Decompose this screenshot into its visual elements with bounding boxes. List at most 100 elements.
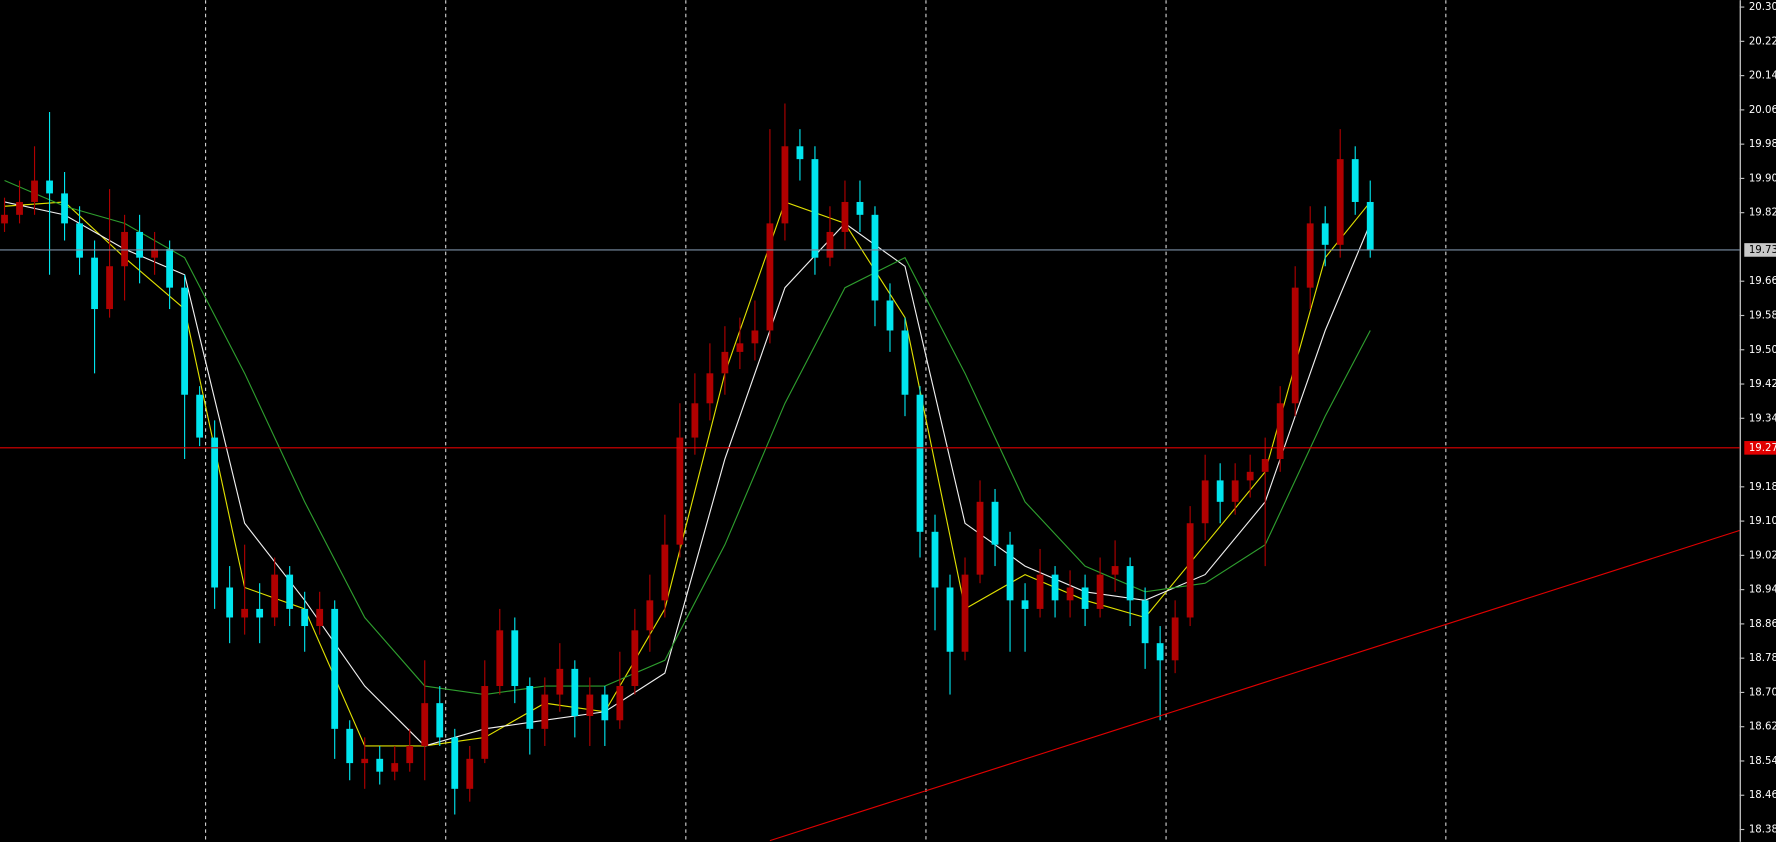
- candle-body: [391, 763, 399, 772]
- candle-body: [226, 587, 234, 618]
- candle-body: [751, 330, 759, 344]
- candle-body: [1006, 544, 1014, 601]
- candle-body: [661, 544, 669, 601]
- candle-body: [181, 287, 189, 395]
- candle-body: [346, 728, 354, 764]
- candle-body: [1306, 223, 1314, 288]
- period-separators: [205, 0, 1447, 842]
- y-tick-label: 19.025: [1749, 550, 1776, 561]
- candle-body: [16, 201, 23, 215]
- y-tick-label: 20.145: [1749, 71, 1776, 82]
- candle-body: [601, 694, 609, 721]
- candle-body: [526, 686, 534, 729]
- candle-body: [556, 668, 564, 695]
- candle-body: [1051, 574, 1059, 601]
- candle-body: [841, 201, 849, 232]
- candle-body: [826, 231, 834, 258]
- candle-body: [511, 630, 519, 687]
- candle-body: [1321, 223, 1329, 245]
- candle-body: [1366, 201, 1374, 250]
- candle-body: [361, 758, 369, 764]
- candle-body: [151, 249, 159, 258]
- trendline: [769, 529, 1740, 842]
- candle-body: [571, 668, 579, 716]
- y-tick-label: 18.625: [1749, 722, 1776, 733]
- candle-body: [1156, 643, 1164, 661]
- candle-body: [766, 223, 774, 331]
- candle-body: [496, 630, 504, 687]
- y-tick-label: 19.825: [1749, 208, 1776, 219]
- candle-body: [1276, 403, 1284, 459]
- candle-body: [136, 231, 143, 258]
- candle-body: [1111, 566, 1119, 575]
- candle-body: [886, 300, 894, 331]
- candle-body: [406, 745, 414, 764]
- price-label: 19.738: [1749, 245, 1776, 256]
- candle-body: [1336, 159, 1344, 245]
- candle-body: [676, 437, 684, 545]
- candle-body: [1096, 574, 1104, 609]
- candle-body: [646, 600, 654, 631]
- price-label-box: [1744, 243, 1776, 257]
- candle-body: [721, 351, 729, 374]
- y-tick-label: 19.905: [1749, 173, 1776, 184]
- y-tick-label: 19.345: [1749, 413, 1776, 424]
- candle-body: [121, 231, 128, 267]
- candle-body: [1246, 471, 1254, 481]
- candle-body: [241, 608, 249, 618]
- candle-body: [106, 266, 113, 310]
- candle-body: [631, 630, 639, 687]
- candle-body: [1351, 159, 1359, 202]
- candle-body: [376, 758, 384, 772]
- candle-body: [796, 146, 804, 160]
- candle-body: [1141, 600, 1149, 644]
- candle-body: [946, 587, 954, 652]
- candle-body: [1216, 480, 1224, 502]
- candle-body: [1186, 523, 1194, 618]
- moving-average: [4, 201, 1371, 747]
- moving-average: [4, 201, 1371, 747]
- candle-body: [316, 608, 324, 627]
- candle-body: [166, 249, 174, 288]
- y-tick-label: 19.585: [1749, 310, 1776, 321]
- y-tick-label: 20.065: [1749, 105, 1776, 116]
- candle-body: [781, 146, 789, 224]
- candle-body: [856, 201, 864, 215]
- y-tick-label: 18.865: [1749, 619, 1776, 630]
- price-label-box: [1744, 441, 1776, 455]
- candle-body: [76, 223, 83, 258]
- price-label: 19.276: [1749, 443, 1776, 454]
- candle-body: [421, 703, 429, 746]
- candle-body: [61, 193, 68, 224]
- candle-body: [1231, 480, 1239, 502]
- candle-body: [931, 531, 939, 588]
- candle-body: [541, 694, 549, 729]
- candle-body: [196, 394, 204, 438]
- candle-body: [691, 403, 699, 438]
- price-axis-panel: [1740, 0, 1776, 842]
- candle-body: [331, 608, 339, 729]
- y-tick-label: 18.385: [1749, 825, 1776, 836]
- y-tick-label: 20.225: [1749, 36, 1776, 47]
- y-tick-label: 19.425: [1749, 379, 1776, 390]
- candle-body: [1171, 617, 1179, 661]
- candle-body: [256, 608, 264, 618]
- y-tick-label: 19.185: [1749, 482, 1776, 493]
- y-tick-label: 20.305: [1749, 2, 1776, 13]
- candle-body: [91, 257, 98, 310]
- y-tick-label: 18.545: [1749, 756, 1776, 767]
- candle-body: [1, 214, 8, 224]
- y-tick-label: 19.505: [1749, 345, 1776, 356]
- candle-body: [586, 694, 594, 716]
- candle-body: [31, 180, 38, 202]
- candle-body: [211, 437, 219, 588]
- candle-body: [976, 501, 984, 575]
- candle-body: [1291, 287, 1299, 404]
- candle-body: [46, 180, 53, 194]
- y-tick-label: 19.665: [1749, 276, 1776, 287]
- candle-body: [961, 574, 969, 652]
- candle-body: [901, 330, 909, 395]
- candle-body: [301, 608, 309, 627]
